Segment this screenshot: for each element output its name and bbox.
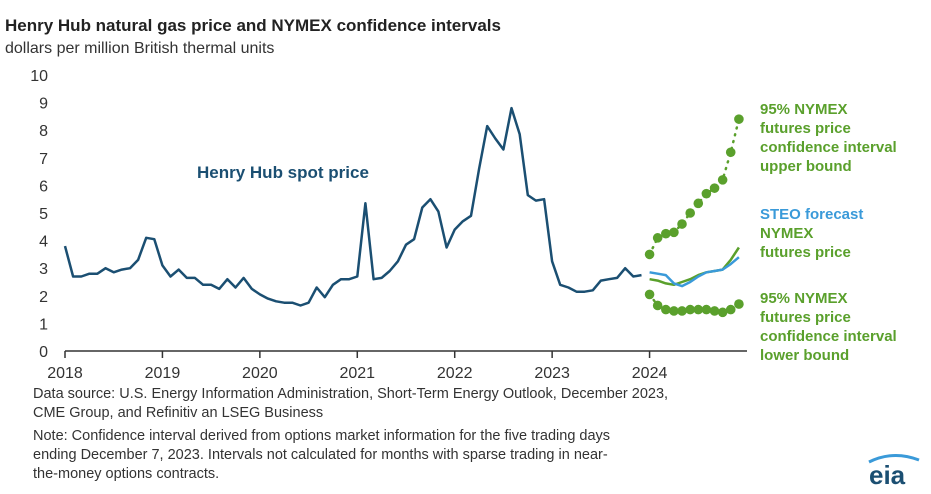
lower-bound-point — [693, 304, 704, 315]
upper-bound-label: 95% NYMEX futures price confidence inter… — [760, 100, 897, 176]
lower-bound-point — [717, 307, 728, 318]
lower-bound-point — [725, 304, 736, 315]
x-tick-label: 2021 — [339, 365, 375, 382]
upper-bound-label-line: upper bound — [760, 158, 852, 175]
upper-bound-point — [652, 233, 663, 243]
upper-bound-point — [725, 147, 736, 158]
lower-bound-label-line: 95% NYMEX — [760, 290, 848, 307]
x-tick-label: 2019 — [145, 365, 181, 382]
lower-bound-label-line: lower bound — [760, 347, 850, 364]
upper-bound-point — [717, 175, 728, 185]
upper-bound-label-line: confidence interval — [760, 139, 897, 156]
lower-bound-point — [661, 304, 671, 315]
eia-logo: eia — [868, 454, 920, 490]
upper-bound-point — [661, 228, 671, 239]
upper-bound-point — [677, 219, 687, 229]
y-tick-label: 4 — [39, 234, 48, 251]
upper-bound-point — [701, 188, 712, 199]
eia-logo-text: eia — [869, 460, 906, 490]
upper-bound-point — [709, 183, 720, 193]
chart-subtitle: dollars per million British thermal unit… — [5, 40, 275, 57]
lower-bound-point — [669, 306, 679, 316]
y-tick-label: 6 — [39, 178, 48, 195]
note-line: the-money options contracts. — [33, 466, 220, 482]
source-note-line: CME Group, and Refinitiv an LSEG Busines… — [33, 405, 324, 421]
spot-price-line — [63, 106, 642, 307]
note-line: Note: Confidence interval derived from o… — [33, 428, 611, 444]
upper-bound-label-line: futures price — [760, 120, 851, 137]
lower-bound-label-line: futures price — [760, 309, 851, 326]
nymex-label-line: NYMEX — [760, 225, 814, 242]
lower-bound-point — [677, 306, 687, 316]
upper-bound-label-line: 95% NYMEX — [760, 101, 848, 118]
y-tick-label: 0 — [39, 344, 48, 361]
upper-bound-point — [685, 208, 695, 218]
lower-bound-point — [734, 299, 744, 309]
upper-bound-point — [669, 227, 679, 238]
steo-forecast-line — [649, 256, 740, 288]
steo-forecast-label: STEO forecast — [760, 206, 864, 223]
lower-bound-point — [701, 304, 712, 315]
upper-bound-point — [693, 198, 704, 209]
lower-bound-point — [709, 306, 720, 316]
y-tick-label: 7 — [39, 151, 48, 168]
source-note-line: Data source: U.S. Energy Information Adm… — [33, 386, 669, 402]
lower-bound-point — [652, 300, 663, 311]
spot-price-label: Henry Hub spot price — [197, 163, 369, 182]
y-tick-label: 2 — [39, 289, 48, 306]
y-tick-label: 10 — [30, 68, 48, 85]
upper-bound-point — [644, 249, 655, 260]
lower-bound-point — [644, 289, 655, 300]
lower-bound-point — [685, 304, 695, 315]
y-tick-label: 1 — [39, 316, 48, 333]
lower-bound-label: 95% NYMEX futures price confidence inter… — [760, 289, 897, 365]
forecast-label: STEO forecast NYMEX futures price — [760, 205, 863, 262]
y-tick-label: 5 — [39, 206, 48, 223]
note-line: ending December 7, 2023. Intervals not c… — [33, 447, 608, 463]
y-tick-label: 3 — [39, 261, 48, 278]
y-tick-label: 9 — [39, 96, 48, 113]
upper-bound-point — [734, 114, 744, 124]
x-tick-label: 2023 — [534, 365, 570, 382]
x-tick-label: 2024 — [632, 365, 668, 382]
lower-bound-label-line: confidence interval — [760, 328, 897, 345]
chart-title: Henry Hub natural gas price and NYMEX co… — [5, 16, 501, 35]
x-tick-label: 2020 — [242, 365, 278, 382]
x-tick-label: 2022 — [437, 365, 473, 382]
y-tick-label: 8 — [39, 123, 48, 140]
nymex-label-line: futures price — [760, 244, 851, 261]
x-tick-label: 2018 — [47, 365, 83, 382]
